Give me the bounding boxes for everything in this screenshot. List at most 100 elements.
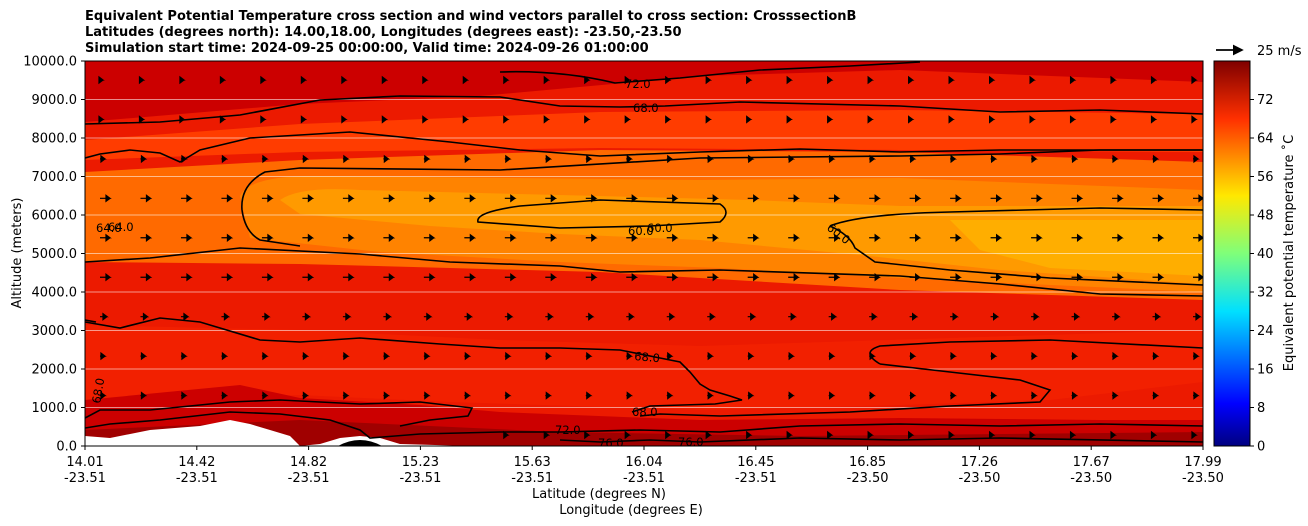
- wind-vector: [464, 351, 472, 361]
- contour-68-lower-right: [869, 339, 1203, 365]
- wind-vector: [543, 75, 551, 85]
- wind-vector: [464, 391, 472, 400]
- colorbar-tick-label: 0: [1257, 440, 1265, 455]
- wind-vector: [341, 115, 348, 124]
- wind-vector: [140, 154, 148, 164]
- wind-vector: [626, 391, 634, 400]
- wind-vector: [545, 194, 558, 203]
- wind-vector: [1152, 233, 1165, 242]
- wind-vector: [179, 75, 186, 85]
- wind-vector: [1193, 154, 1200, 164]
- wind-vector: [302, 194, 315, 203]
- wind-vector: [1071, 233, 1084, 242]
- wind-vector: [1071, 154, 1079, 164]
- wind-vector: [1150, 430, 1158, 440]
- wind-vector: [261, 351, 269, 361]
- wind-vector: [1112, 391, 1119, 400]
- wind-vector: [1071, 391, 1079, 400]
- wind-vector: [828, 194, 841, 203]
- wind-vector: [140, 351, 148, 361]
- x-tick-label-latitude: 15.23: [402, 455, 439, 470]
- x-tick-label-latitude: 17.99: [1184, 455, 1221, 470]
- x-tick-label-latitude: 14.01: [66, 455, 103, 470]
- wind-vector: [624, 430, 632, 440]
- terrain-mask-middle: [300, 436, 470, 446]
- wind-vector: [1150, 115, 1158, 124]
- wind-vector: [990, 194, 1003, 203]
- wind-vector: [1071, 273, 1084, 282]
- quiver-key: 25 m/s: [1216, 44, 1302, 59]
- wind-vector: [180, 273, 193, 282]
- wind-vector: [828, 391, 836, 400]
- wind-vector: [504, 233, 517, 242]
- wind-vector: [423, 233, 436, 242]
- wind-vector: [950, 194, 962, 203]
- wind-vector: [788, 273, 800, 282]
- wind-vector: [585, 233, 598, 242]
- wind-vector: [828, 233, 841, 242]
- wind-vector: [867, 430, 874, 440]
- wind-vector: [221, 273, 234, 282]
- colorbar-tick-label: 72: [1257, 93, 1274, 108]
- wind-vector: [260, 115, 267, 124]
- wind-vector: [1152, 194, 1165, 203]
- colorbar-tick-label: 24: [1257, 324, 1274, 339]
- wind-vector: [464, 233, 477, 242]
- wind-vector: [909, 312, 919, 321]
- wind-vector: [707, 154, 715, 164]
- wind-vector: [746, 430, 753, 440]
- wind-vector: [383, 312, 393, 321]
- wind-vector: [1193, 312, 1202, 321]
- wind-vector: [504, 391, 512, 400]
- wind-vector: [624, 75, 632, 85]
- wind-vector: [666, 312, 676, 321]
- y-tick-label: 10000.0: [23, 55, 77, 70]
- contour-label-4: 64.0: [108, 220, 134, 234]
- wind-vector: [381, 75, 389, 85]
- wind-vector: [219, 115, 227, 124]
- wind-vector: [1112, 312, 1121, 321]
- contour-76-surface: [559, 437, 1203, 443]
- wind-vector: [381, 115, 389, 124]
- wind-vector: [869, 154, 876, 164]
- x-tick-label-latitude: 14.42: [178, 455, 215, 470]
- wind-vector: [383, 273, 396, 282]
- wind-vector: [1193, 351, 1200, 361]
- wind-vector: [869, 391, 876, 400]
- wind-vector: [1191, 115, 1198, 124]
- y-tick-label: 6000.0: [32, 209, 78, 224]
- x-tick-label-longitude: -23.51: [288, 471, 330, 486]
- wind-vector: [302, 233, 315, 242]
- wind-vector: [665, 115, 672, 124]
- wind-vector: [423, 273, 436, 282]
- wind-vector: [342, 154, 350, 164]
- wind-vector: [827, 75, 834, 85]
- wind-vector: [1152, 312, 1162, 321]
- wind-vector: [665, 430, 672, 440]
- wind-vector: [504, 351, 512, 361]
- wind-vector: [746, 115, 753, 124]
- contour-label-1: 72.0: [625, 77, 651, 91]
- terrain-peak: [338, 440, 382, 446]
- wind-vector: [140, 194, 153, 203]
- wind-vector: [100, 154, 107, 164]
- wind-vector: [1191, 430, 1198, 440]
- wind-vector: [626, 273, 639, 282]
- wind-vector: [1031, 391, 1038, 400]
- wind-vector: [140, 312, 150, 321]
- wind-vector: [584, 115, 591, 124]
- wind-vectors: [98, 75, 1203, 440]
- wind-vector: [180, 154, 188, 164]
- wind-vector: [1112, 154, 1119, 164]
- wind-vector: [1071, 351, 1079, 361]
- field-band-lower-red: [85, 325, 1203, 410]
- wind-vector: [423, 154, 431, 164]
- terrain-mask-left: [85, 420, 300, 446]
- field-band-yellow-orange: [280, 189, 1203, 284]
- wind-vector: [180, 233, 193, 242]
- colorbar-label: Equivalent potential temperature ˚C: [1281, 135, 1297, 371]
- y-tick-label: 0.0: [56, 440, 77, 455]
- wind-vector: [869, 233, 881, 242]
- wind-vector: [302, 273, 315, 282]
- wind-vector: [909, 233, 922, 242]
